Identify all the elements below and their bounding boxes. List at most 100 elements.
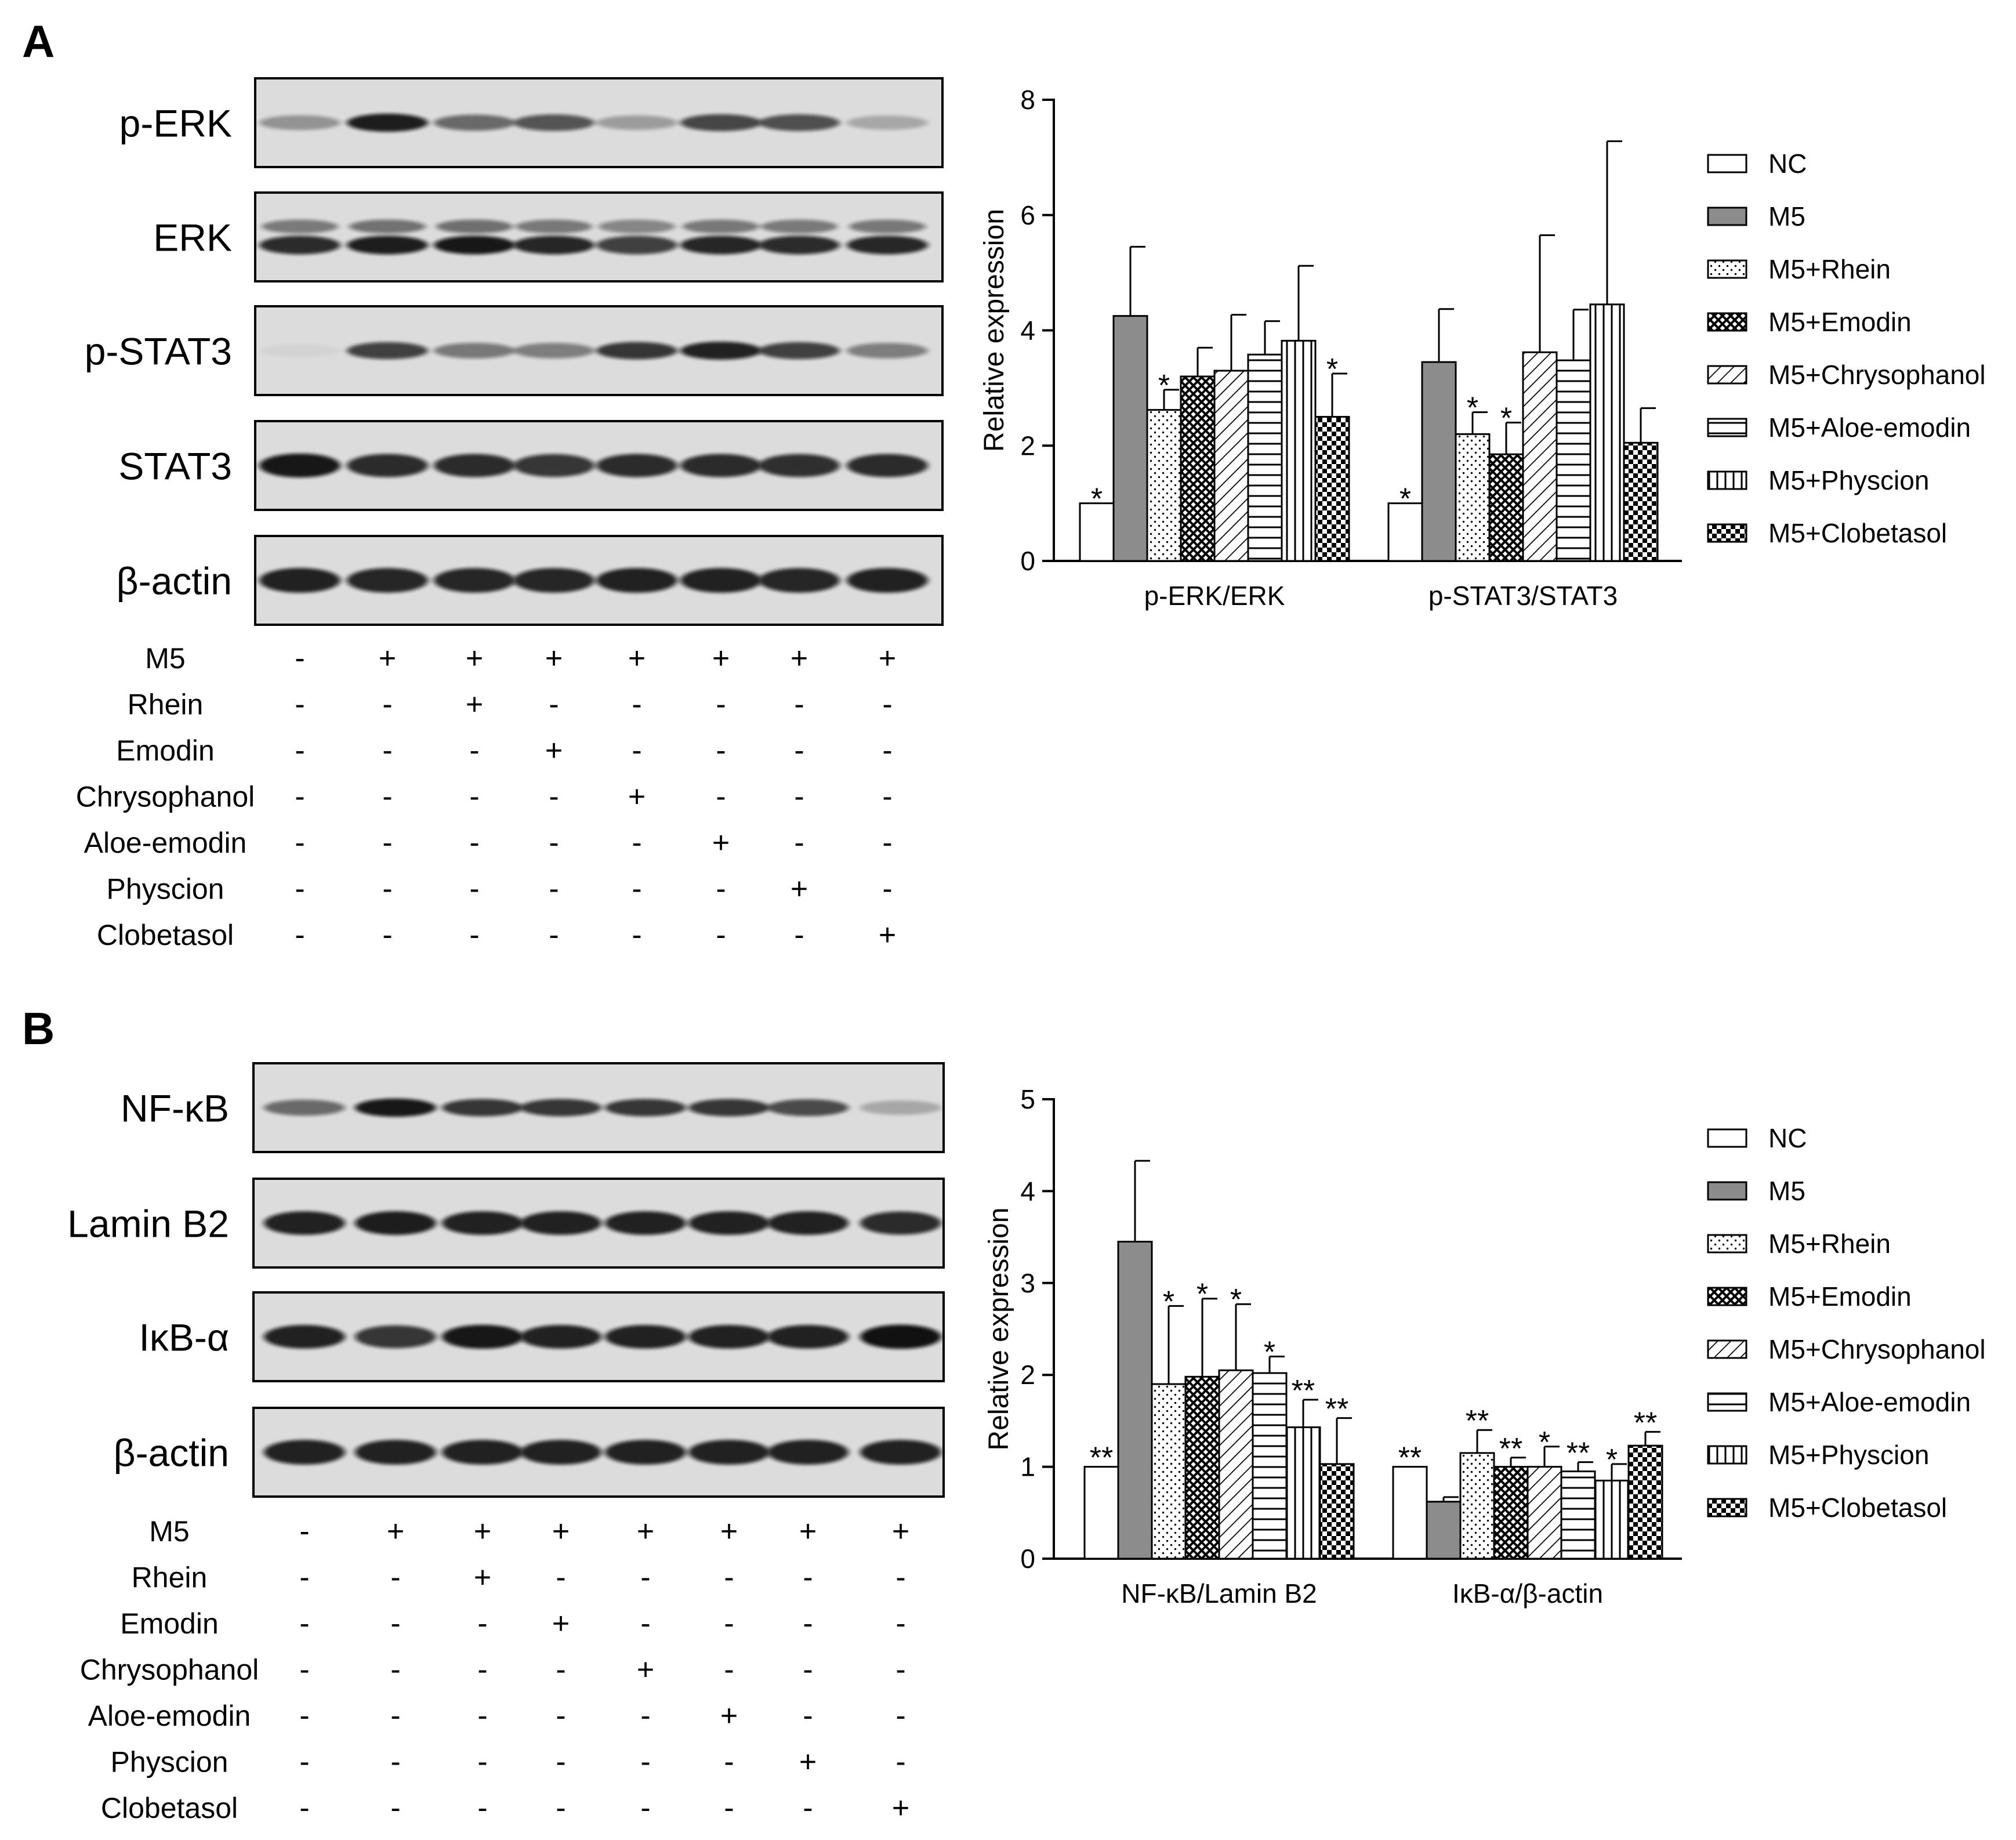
x-category-label-ikb-a-b-actin: IκB-α/β-actin <box>1452 1578 1603 1609</box>
bar-nf-kb-lamin-b2-m5-rhein <box>1151 1383 1187 1560</box>
legend-label-m5-emodin: M5+Emodin <box>1768 1281 1912 1312</box>
band-lane-5 <box>605 1440 686 1465</box>
treatment-sign-lane-4: - <box>556 1653 565 1687</box>
treatment-sign-lane-4: + <box>552 1515 570 1548</box>
treatment-sign-lane-5: - <box>632 872 641 906</box>
treatment-sign-lane-6: - <box>716 734 726 767</box>
treatment-sign-lane-3: - <box>477 1653 487 1687</box>
band-lane-2 <box>355 1098 436 1117</box>
treatment-row-aloe-emodin: Aloe-emodin - - - - - + - - <box>88 1699 906 1733</box>
band-lane-4 <box>513 236 594 255</box>
band-lane-8 <box>860 1440 941 1465</box>
treatment-sign-lane-7: - <box>794 826 804 860</box>
treatment-sign-lane-1: - <box>295 734 304 767</box>
treatment-label-rhein: Rhein <box>132 1562 208 1594</box>
bar-p-erk-erk-m5-emodin <box>1180 375 1216 562</box>
treatment-label-physcion: Physcion <box>111 1746 229 1779</box>
treatment-sign-lane-3: + <box>474 1561 491 1595</box>
treatment-sign-lane-8: - <box>895 1561 905 1595</box>
bar-nf-kb-lamin-b2-m5-emodin <box>1184 1375 1220 1560</box>
band-lane-1 <box>259 453 340 478</box>
band-lane-2 <box>347 568 428 593</box>
treatment-sign-lane-5: - <box>632 918 641 952</box>
bar-ikb-a-b-actin-m5-aloe-emodin <box>1560 1470 1596 1560</box>
significance-nf-kb-lamin-b2-m5-clobetasol: ** <box>1325 1393 1348 1426</box>
band-lane-6 <box>680 341 762 360</box>
significance-nf-kb-lamin-b2-m5-aloe-emodin: * <box>1264 1336 1275 1370</box>
blot-b-actin: β-actin <box>114 1407 945 1498</box>
treatment-sign-lane-4: - <box>556 1699 565 1733</box>
treatment-sign-lane-7: - <box>794 734 804 767</box>
treatment-sign-lane-3: - <box>477 1699 487 1733</box>
panel-letter-b: B <box>22 1003 55 1054</box>
treatment-sign-lane-2: - <box>390 1653 400 1687</box>
treatment-sign-lane-1: - <box>299 1515 309 1548</box>
treatment-sign-lane-8: + <box>879 918 896 952</box>
treatment-sign-lane-1: - <box>295 780 304 814</box>
treatment-row-m5: M5 - + + + + + + + <box>149 1515 909 1548</box>
blot-lamin-b2: Lamin B2 <box>67 1178 945 1269</box>
band-lane-8 <box>847 454 928 477</box>
treatment-sign-lane-5: - <box>632 688 641 722</box>
treatment-row-chrysophanol: Chrysophanol - - - - + - - - <box>76 780 893 814</box>
bar-nf-kb-lamin-b2-m5-clobetasol <box>1319 1463 1355 1560</box>
significance-nf-kb-lamin-b2-m5-rhein: * <box>1163 1285 1174 1319</box>
treatment-sign-lane-5: + <box>637 1515 654 1548</box>
treatment-row-clobetasol: Clobetasol - - - - - - - + <box>101 1791 909 1825</box>
bar-p-stat3-stat3-m5-chrysophanol <box>1522 351 1558 562</box>
treatment-sign-lane-3: - <box>477 1791 487 1825</box>
band-lane-1-upper <box>262 219 338 234</box>
treatment-sign-lane-4: - <box>549 826 559 860</box>
bar-p-erk-erk-m5-chrysophanol <box>1213 370 1249 562</box>
band-lane-8 <box>860 1211 941 1235</box>
band-lane-7 <box>759 236 840 255</box>
treatment-sign-lane-1: - <box>299 1699 309 1733</box>
treatment-label-clobetasol: Clobetasol <box>101 1792 238 1824</box>
treatment-sign-lane-6: - <box>724 1607 734 1640</box>
band-lane-4 <box>513 454 594 477</box>
bar-nf-kb-lamin-b2-m5-aloe-emodin <box>1252 1372 1288 1560</box>
blot-lamin-b2-label: Lamin B2 <box>67 1202 229 1245</box>
band-lane-3 <box>434 342 515 359</box>
treatment-sign-lane-8: - <box>895 1607 905 1640</box>
band-lane-6 <box>680 114 762 132</box>
treatment-row-m5: M5 - + + + + + + + <box>145 642 896 675</box>
legend-swatch-m5-aloe-emodin <box>1707 418 1747 437</box>
treatment-sign-lane-8: - <box>895 1699 905 1733</box>
treatment-row-emodin: Emodin - - - + - - - - <box>116 734 892 767</box>
treatment-sign-lane-1: - <box>299 1745 309 1779</box>
significance-p-stat3-stat3-nc: * <box>1399 483 1411 516</box>
treatment-sign-lane-1: - <box>299 1791 309 1825</box>
treatment-sign-lane-3: - <box>469 826 479 860</box>
treatment-sign-lane-1: - <box>295 872 304 906</box>
treatment-sign-lane-1: - <box>299 1561 309 1595</box>
band-lane-2 <box>355 1325 436 1349</box>
band-lane-5 <box>596 115 677 131</box>
treatment-sign-lane-1: - <box>295 642 304 675</box>
legend-swatch-m5-emodin <box>1707 312 1747 332</box>
significance-p-erk-erk-m5-clobetasol: * <box>1326 353 1338 386</box>
treatment-sign-lane-2: - <box>382 872 392 906</box>
treatment-sign-lane-2: - <box>382 780 392 814</box>
bar-p-stat3-stat3-m5-physcion <box>1589 303 1625 562</box>
bar-nf-kb-lamin-b2-m5-physcion <box>1285 1426 1321 1560</box>
y-tick-label-2: 2 <box>1020 1360 1035 1390</box>
bar-p-stat3-stat3-m5 <box>1421 361 1457 562</box>
treatment-sign-lane-2: - <box>390 1745 400 1779</box>
band-lane-8-upper <box>849 219 926 234</box>
blot-p-erk-label: p-ERK <box>119 102 232 145</box>
legend-label-m5-emodin: M5+Emodin <box>1768 307 1912 337</box>
treatment-sign-lane-8: - <box>895 1653 905 1687</box>
treatment-sign-lane-8: - <box>882 688 892 722</box>
significance-ikb-a-b-actin-nc: ** <box>1398 1441 1422 1475</box>
treatment-sign-lane-2: - <box>382 826 392 860</box>
legend-swatch-m5 <box>1707 207 1747 226</box>
band-lane-3 <box>434 114 515 131</box>
treatment-label-rhein: Rhein <box>128 689 204 721</box>
y-tick-label-0: 0 <box>1020 1544 1035 1574</box>
bar-p-erk-erk-m5-physcion <box>1281 339 1317 562</box>
bar-chart-panel-a: 0 2 4 6 8 Relative expression * * * p-ERK/ERK * * * p… <box>979 85 1986 611</box>
band-lane-3-upper <box>436 219 513 234</box>
legend: NC M5 M5+Rhein M5+Emodin M5+Chrysophanol M5+A… <box>1707 148 1986 548</box>
legend-swatch-nc <box>1707 1128 1747 1148</box>
